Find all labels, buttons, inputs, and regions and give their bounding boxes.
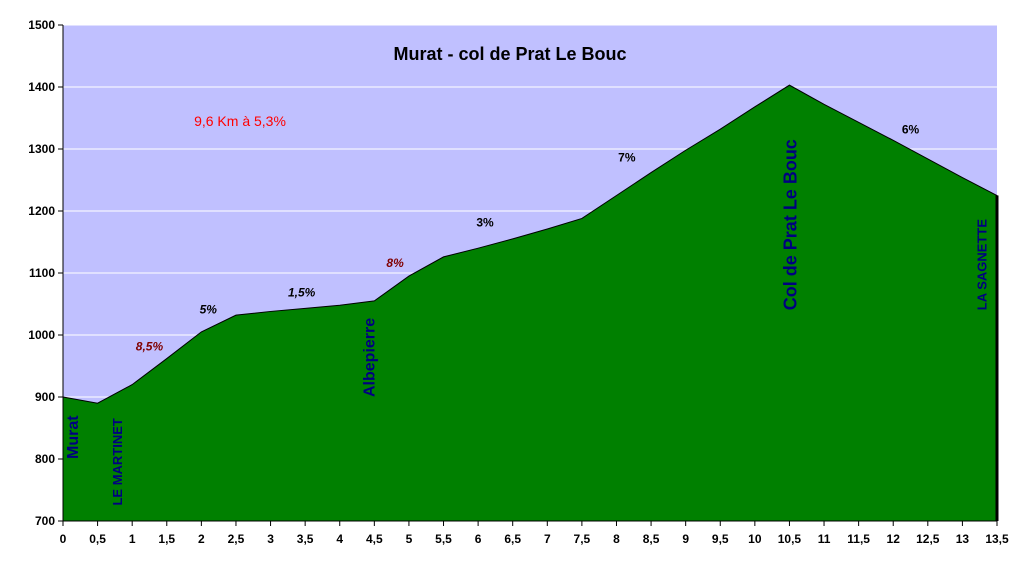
x-tick-label: 3,5 xyxy=(297,532,314,546)
place-label: LE MARTINET xyxy=(110,418,125,505)
x-tick-label: 5 xyxy=(406,532,413,546)
y-tick-label: 1200 xyxy=(28,204,55,218)
x-tick-label: 6,5 xyxy=(504,532,521,546)
x-tick-label: 7 xyxy=(544,532,551,546)
x-tick-label: 6 xyxy=(475,532,482,546)
x-tick-label: 5,5 xyxy=(435,532,452,546)
x-tick-label: 9,5 xyxy=(712,532,729,546)
x-tick-label: 10 xyxy=(748,532,762,546)
grade-label: 1,5% xyxy=(288,286,316,300)
y-axis-ticks: 700 800 900 1000 1100 1200 1300 1400 1500 xyxy=(28,18,63,528)
x-tick-label: 13 xyxy=(956,532,970,546)
x-tick-label: 12 xyxy=(887,532,901,546)
y-tick-label: 1100 xyxy=(29,266,55,280)
x-tick-label: 1 xyxy=(129,532,136,546)
grade-label: 8,5% xyxy=(136,340,164,354)
x-tick-label: 9 xyxy=(682,532,689,546)
x-tick-label: 0 xyxy=(60,532,67,546)
x-tick-label: 11,5 xyxy=(847,532,870,546)
x-tick-label: 12,5 xyxy=(916,532,940,546)
x-tick-label: 2 xyxy=(198,532,205,546)
x-tick-label: 8,5 xyxy=(643,532,660,546)
x-axis-ticks: 0 0,5 1 1,5 2 2,5 3 3,5 4 4,5 5 5,5 6 6,5 7 7,5 8 8,5 9 9,5… xyxy=(60,521,1009,546)
place-label: LA SAGNETTE xyxy=(975,219,990,311)
y-tick-label: 900 xyxy=(35,390,55,404)
place-labels: Murat LE MARTINET Albepierre Col de Prat Le… xyxy=(65,139,989,505)
grade-label: 6% xyxy=(902,123,920,137)
x-tick-label: 4 xyxy=(336,532,343,546)
place-label: Murat xyxy=(65,415,82,459)
y-tick-label: 1500 xyxy=(28,18,55,32)
x-tick-label: 10,5 xyxy=(778,532,802,546)
y-tick-label: 1000 xyxy=(28,328,55,342)
y-tick-label: 1300 xyxy=(28,142,55,156)
place-label: Col de Prat Le Bouc xyxy=(780,139,800,310)
chart-title: Murat - col de Prat Le Bouc xyxy=(393,44,626,64)
y-tick-label: 700 xyxy=(35,514,55,528)
x-tick-label: 11 xyxy=(818,532,831,546)
grade-label: 3% xyxy=(476,216,494,230)
x-tick-label: 2,5 xyxy=(228,532,245,546)
grade-label: 8% xyxy=(386,256,404,270)
x-tick-label: 1,5 xyxy=(158,532,175,546)
x-tick-label: 7,5 xyxy=(574,532,591,546)
grade-label: 5% xyxy=(200,302,218,316)
x-tick-label: 0,5 xyxy=(89,532,106,546)
x-tick-label: 13,5 xyxy=(985,532,1009,546)
place-label: Albepierre xyxy=(361,318,378,397)
y-tick-label: 1400 xyxy=(28,80,55,94)
y-tick-label: 800 xyxy=(35,452,55,466)
x-tick-label: 4,5 xyxy=(366,532,383,546)
elevation-area xyxy=(62,84,998,522)
chart-subtitle: 9,6 Km à 5,3% xyxy=(194,113,286,129)
grade-label: 7% xyxy=(618,150,636,164)
grade-labels: 8,5% 5% 1,5% 8% 3% 7% 6% xyxy=(136,123,920,354)
x-tick-label: 8 xyxy=(613,532,620,546)
x-tick-label: 3 xyxy=(267,532,274,546)
